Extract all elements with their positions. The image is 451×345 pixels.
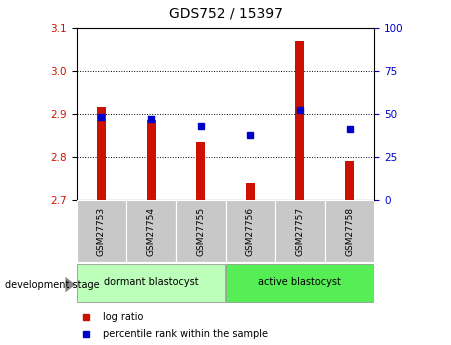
Text: percentile rank within the sample: percentile rank within the sample xyxy=(103,329,268,339)
Bar xyxy=(97,107,106,200)
Text: GSM27756: GSM27756 xyxy=(246,207,255,256)
Text: development stage: development stage xyxy=(5,280,99,289)
Text: GSM27754: GSM27754 xyxy=(147,207,156,256)
Text: GDS752 / 15397: GDS752 / 15397 xyxy=(169,7,282,21)
Text: active blastocyst: active blastocyst xyxy=(258,277,341,287)
Text: GSM27753: GSM27753 xyxy=(97,207,106,256)
Bar xyxy=(77,264,226,302)
Text: GSM27758: GSM27758 xyxy=(345,207,354,256)
Bar xyxy=(246,183,255,200)
Bar xyxy=(226,264,374,302)
Bar xyxy=(176,200,226,262)
Polygon shape xyxy=(65,277,75,293)
Bar xyxy=(147,120,156,200)
Text: GSM27755: GSM27755 xyxy=(196,207,205,256)
Text: dormant blastocyst: dormant blastocyst xyxy=(104,277,198,287)
Bar xyxy=(126,200,176,262)
Bar xyxy=(345,161,354,200)
Text: GSM27757: GSM27757 xyxy=(295,207,304,256)
Bar xyxy=(226,200,275,262)
Bar xyxy=(295,41,304,200)
Bar xyxy=(77,200,126,262)
Bar xyxy=(196,142,205,200)
Bar xyxy=(275,200,325,262)
Text: log ratio: log ratio xyxy=(103,312,144,322)
Bar xyxy=(325,200,374,262)
